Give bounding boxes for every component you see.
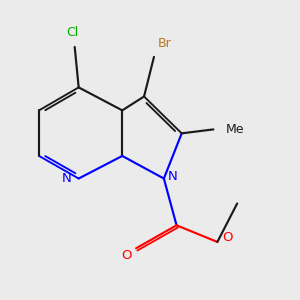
Text: N: N xyxy=(168,170,178,183)
Text: Cl: Cl xyxy=(67,26,79,39)
Text: O: O xyxy=(222,231,232,244)
Text: Me: Me xyxy=(226,123,244,136)
Text: N: N xyxy=(62,172,72,185)
Text: O: O xyxy=(121,249,131,262)
Text: Br: Br xyxy=(158,37,172,50)
